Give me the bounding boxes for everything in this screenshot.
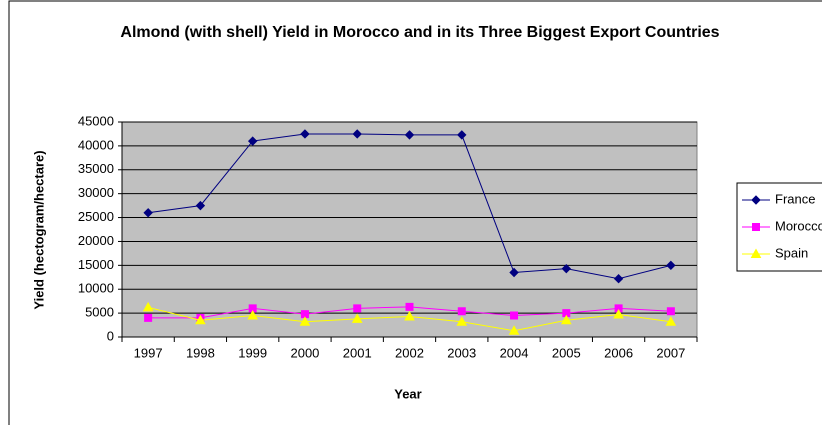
marker: [299, 316, 311, 326]
y-axis-label: Yield (hectogram/hectare): [31, 150, 46, 309]
marker: [404, 130, 415, 140]
marker: [509, 267, 519, 278]
marker: [456, 316, 468, 326]
marker: [613, 309, 624, 319]
y-tick-label: 25000: [78, 209, 114, 224]
marker: [560, 314, 572, 325]
marker: [405, 302, 414, 311]
x-tick-label: 2005: [552, 345, 581, 360]
marker: [510, 311, 519, 320]
legend-label: France: [775, 191, 815, 206]
y-tick-label: 15000: [78, 257, 114, 272]
y-tick-label: 0: [107, 328, 114, 343]
x-tick-label: 2006: [604, 345, 633, 360]
x-tick-label: 2004: [500, 345, 529, 360]
plot-area: [121, 121, 698, 338]
y-tick-label: 30000: [78, 185, 114, 200]
marker: [300, 129, 310, 139]
marker: [352, 129, 362, 139]
chart-title: Almond (with shell) Yield in Morocco and…: [120, 24, 720, 41]
marker: [247, 136, 258, 146]
marker: [143, 208, 153, 218]
y-tick-label: 35000: [78, 161, 114, 176]
x-tick-label: 2001: [343, 345, 372, 360]
marker: [752, 223, 760, 231]
marker: [562, 309, 571, 318]
marker: [750, 248, 762, 258]
y-tick-label: 40000: [78, 137, 114, 152]
marker: [457, 130, 467, 140]
marker: [457, 307, 466, 316]
x-tick-label: 1999: [238, 345, 267, 360]
x-tick-label: 2002: [395, 345, 424, 360]
y-tick-label: 45000: [78, 113, 114, 128]
marker: [561, 263, 572, 274]
y-tick-label: 10000: [78, 281, 114, 296]
marker: [142, 301, 154, 312]
x-tick-label: 1997: [134, 345, 163, 360]
marker: [666, 260, 676, 271]
marker: [404, 310, 415, 321]
x-axis-label: Year: [394, 386, 421, 401]
marker: [614, 304, 623, 313]
x-tick-label: 1998: [186, 345, 215, 360]
marker: [353, 304, 362, 313]
legend-label: Morocco: [775, 218, 822, 233]
marker: [751, 195, 761, 205]
marker: [613, 274, 624, 284]
marker: [351, 313, 363, 323]
marker: [247, 309, 259, 320]
marker: [665, 316, 677, 326]
x-tick-label: 2000: [290, 345, 319, 360]
y-tick-label: 20000: [78, 233, 114, 248]
x-tick-label: 2003: [447, 345, 476, 360]
marker: [666, 307, 675, 316]
marker: [300, 310, 309, 319]
x-tick-label: 2007: [656, 345, 685, 360]
marker: [248, 304, 257, 313]
marker: [195, 314, 206, 325]
y-tick-label: 5000: [85, 305, 114, 320]
legend-label: Spain: [775, 245, 808, 260]
marker: [508, 325, 520, 335]
marker: [144, 313, 153, 322]
marker: [195, 200, 206, 211]
